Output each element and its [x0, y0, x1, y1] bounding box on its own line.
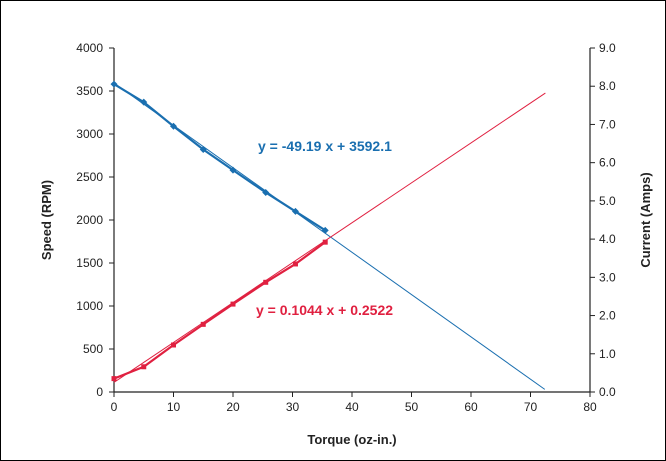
speed-trendline	[113, 82, 546, 390]
current-data-point	[230, 301, 236, 307]
y-left-tick-label: 3500	[76, 84, 103, 98]
y-axis-right-title: Current (Amps)	[638, 172, 653, 267]
y-left-tick-label: 3000	[76, 127, 103, 141]
y-left-tick-label: 1000	[76, 299, 103, 313]
ticks: 0 10 20 30 40 50 60 70 80 0 500 1000 1500 2000 2500 300…	[76, 41, 616, 414]
current-data-point	[171, 342, 176, 348]
y-right-tick-label: 4.0	[599, 232, 616, 246]
y-axis-left-title: Speed (RPM)	[39, 180, 54, 260]
speed-equation-label: y = -49.19 x + 3592.1	[258, 138, 392, 154]
x-tick-label: 60	[464, 400, 478, 414]
y-right-tick-label: 2.0	[599, 309, 616, 323]
y-left-tick-label: 1500	[76, 256, 103, 270]
y-right-tick-label: 1.0	[599, 347, 616, 361]
y-left-tick-label: 2000	[76, 213, 103, 227]
y-right-tick-label: 9.0	[599, 41, 616, 55]
x-tick-label: 20	[226, 400, 240, 414]
y-left-tick-label: 500	[83, 342, 103, 356]
speed-data-point	[291, 207, 299, 215]
x-tick-label: 0	[111, 400, 118, 414]
current-data-point	[111, 376, 117, 382]
current-data-point	[292, 261, 298, 267]
markers	[110, 80, 329, 382]
x-tick-label: 10	[167, 400, 181, 414]
y-right-tick-label: 6.0	[599, 156, 616, 170]
speed-data-point	[199, 145, 207, 153]
current-data-point	[263, 279, 269, 285]
y-right-tick-label: 0.0	[599, 385, 616, 399]
x-tick-label: 70	[524, 400, 538, 414]
speed-data-point	[321, 226, 329, 234]
speed-data-point	[110, 80, 118, 88]
x-tick-label: 30	[286, 400, 300, 414]
axes	[113, 48, 591, 393]
speed-data-point	[170, 122, 177, 130]
x-tick-label: 80	[583, 400, 597, 414]
trendlines	[113, 82, 546, 390]
y-right-tick-label: 8.0	[599, 79, 616, 93]
speed-series-line	[113, 83, 326, 232]
y-left-tick-label: 2500	[76, 170, 103, 184]
y-right-tick-label: 5.0	[599, 194, 616, 208]
y-left-tick-label: 4000	[76, 41, 103, 55]
x-tick-label: 50	[405, 400, 419, 414]
current-data-point	[322, 239, 328, 245]
series-lines	[113, 83, 326, 380]
y-right-tick-label: 7.0	[599, 117, 616, 131]
current-equation-label: y = 0.1044 x + 0.2522	[256, 302, 393, 318]
x-axis-title: Torque (oz-in.)	[307, 432, 396, 447]
current-data-point	[200, 321, 206, 327]
y-right-tick-label: 3.0	[599, 270, 616, 284]
speed-data-point	[229, 166, 237, 174]
current-series-line	[113, 241, 326, 380]
current-data-point	[141, 364, 147, 370]
current-trendline	[113, 92, 546, 383]
x-tick-label: 40	[345, 400, 359, 414]
speed-data-point	[140, 98, 148, 106]
y-left-tick-label: 0	[96, 385, 103, 399]
speed-data-point	[262, 188, 270, 196]
